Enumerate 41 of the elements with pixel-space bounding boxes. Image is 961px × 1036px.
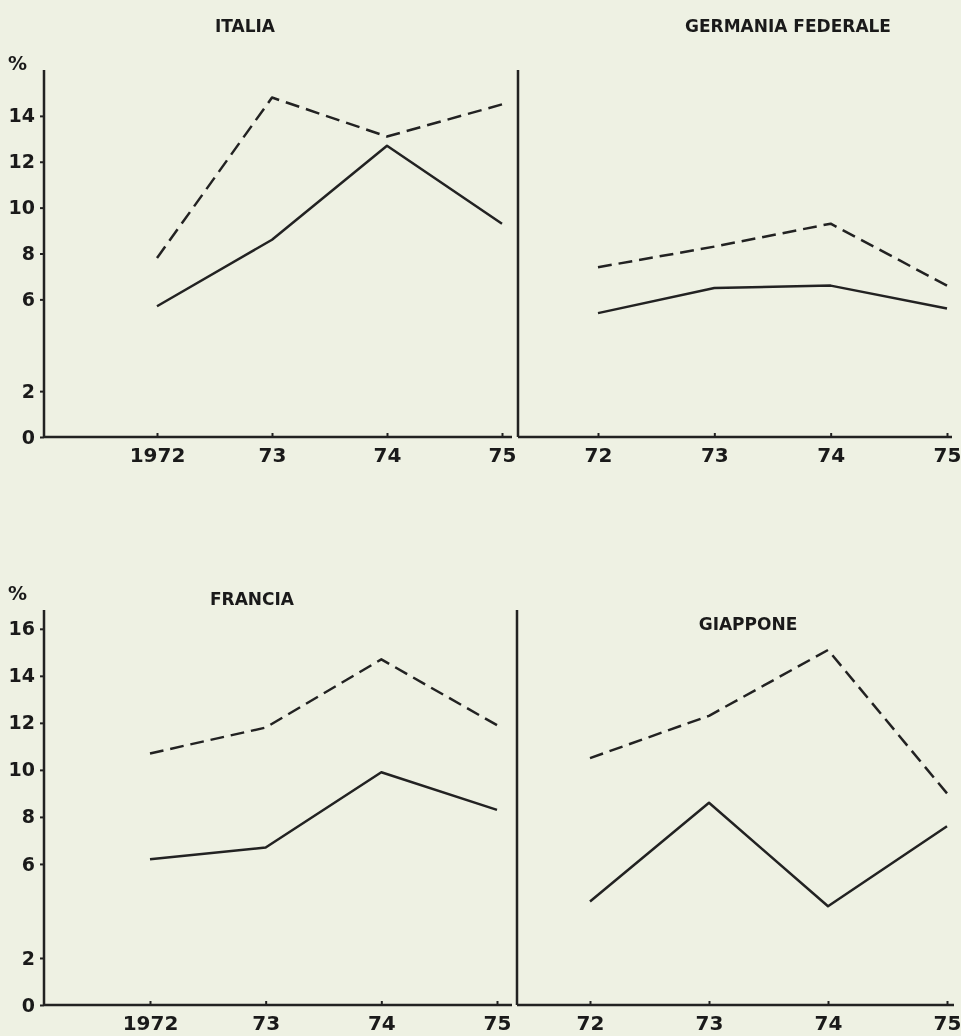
line-series <box>155 144 504 308</box>
y-tick-label: 6 <box>21 287 35 310</box>
y-axis-title: % <box>8 52 28 74</box>
line-series <box>155 96 504 260</box>
x-tick-label: 73 <box>695 1011 724 1035</box>
y-tick-label: 14 <box>8 104 35 127</box>
y-tick-label: 0 <box>21 993 35 1016</box>
y-tick-label: 16 <box>8 617 35 640</box>
chart-title: GIAPPONE <box>698 614 798 634</box>
y-tick-label: 12 <box>8 711 35 734</box>
x-tick-label: 75 <box>933 443 961 467</box>
chart-title: FRANCIA <box>209 589 295 609</box>
y-tick-label: 2 <box>21 946 35 969</box>
x-tick-label: 74 <box>817 443 846 467</box>
y-tick-label: 2 <box>21 379 35 402</box>
y-tick-label: 12 <box>8 150 35 173</box>
y-tick-label: 6 <box>21 852 35 875</box>
x-tick-label: 73 <box>700 443 729 467</box>
y-tick-label: 10 <box>8 196 35 219</box>
x-tick-label: 75 <box>933 1011 961 1035</box>
y-tick-label: 10 <box>8 758 35 781</box>
x-tick-label: 1972 <box>122 1011 179 1035</box>
x-tick-label: 75 <box>483 1011 512 1035</box>
y-tick-label: 0 <box>21 425 35 448</box>
x-tick-label: 74 <box>367 1011 396 1035</box>
x-tick-label: 72 <box>576 1011 605 1035</box>
x-tick-label: 75 <box>488 443 517 467</box>
y-tick-label: 8 <box>21 242 35 265</box>
line-series <box>148 658 499 755</box>
x-tick-label: 74 <box>373 443 402 467</box>
x-tick-label: 73 <box>252 1011 281 1035</box>
y-tick-label: 8 <box>21 805 35 828</box>
y-tick-label: 14 <box>8 664 35 687</box>
line-series <box>148 770 499 861</box>
x-tick-label: 72 <box>584 443 613 467</box>
x-tick-label: 73 <box>258 443 287 467</box>
y-axis-title: % <box>8 582 28 604</box>
chart-title: GERMANIA FEDERALE <box>684 16 892 36</box>
x-tick-label: 1972 <box>129 443 186 467</box>
chart-title: ITALIA <box>214 16 276 36</box>
x-tick-label: 74 <box>814 1011 843 1035</box>
